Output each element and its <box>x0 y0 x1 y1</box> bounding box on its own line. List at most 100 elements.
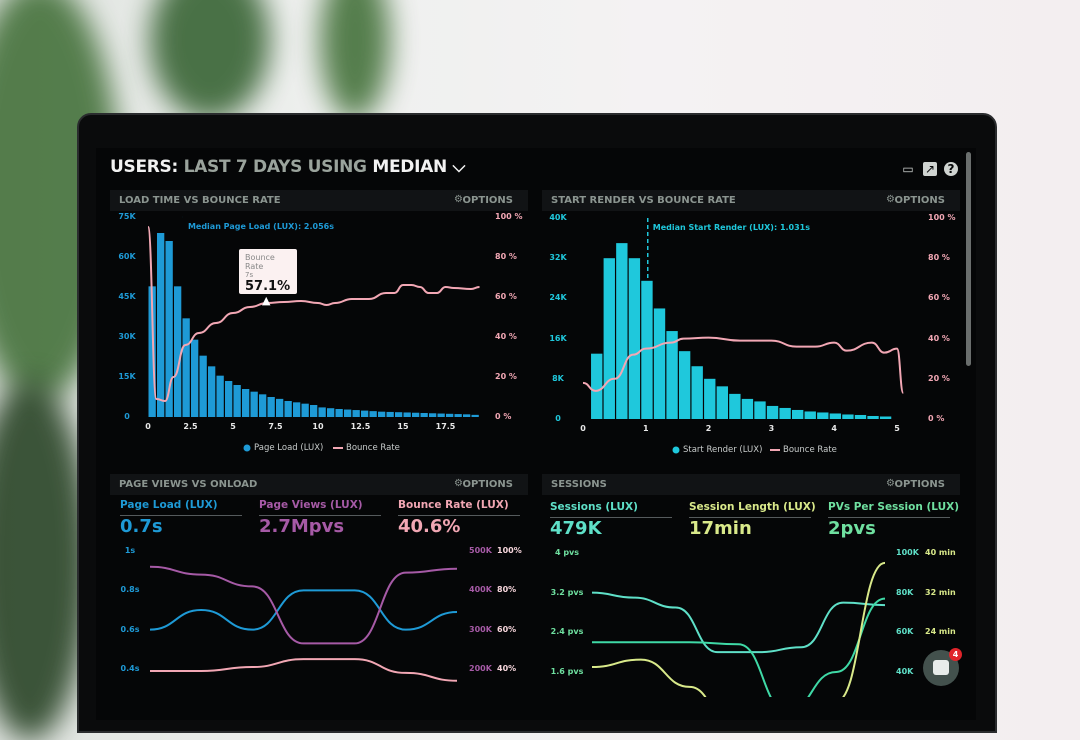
options-button[interactable]: OPTIONS <box>894 479 945 490</box>
metric-value: 0.7s <box>120 516 163 537</box>
metric-value: 479K <box>550 518 602 539</box>
page-title[interactable]: USERS: LAST 7 DAYS USING MEDIAN ⌵ <box>110 157 465 177</box>
histogram-bar <box>463 414 471 417</box>
histogram-bar <box>854 414 867 419</box>
y-tick: 80% <box>497 585 517 595</box>
x-tick: 5 <box>894 424 900 433</box>
histogram-bar <box>766 405 779 419</box>
median-annotation: Median Start Render (LUX): 1.031s <box>652 223 811 232</box>
series-line-1 <box>592 597 886 697</box>
x-tick: 7.5 <box>268 422 283 431</box>
options-button[interactable]: OPTIONS <box>462 479 513 490</box>
histogram-bar <box>259 394 267 417</box>
title-range: LAST 7 DAYS <box>183 157 303 177</box>
y-left-tick: 30K <box>118 332 136 341</box>
help-icon[interactable]: ? <box>944 162 958 176</box>
y-tick: 40K <box>896 667 914 676</box>
histogram-bar <box>653 308 666 419</box>
y-tick: 80K <box>896 587 914 597</box>
y-tick: 0.4s <box>120 664 140 673</box>
histogram-bar <box>829 413 842 419</box>
y-tick: 24 min <box>925 627 956 637</box>
panel-header-1 <box>542 190 960 211</box>
x-tick: 4 <box>831 424 837 433</box>
y-tick: 60% <box>497 624 517 634</box>
tooltip-x: 7s <box>245 271 254 279</box>
gear-icon[interactable]: ⚙ <box>454 194 463 205</box>
y-left-tick: 75K <box>118 212 136 221</box>
charts-layer <box>147 218 905 697</box>
histogram-bar <box>208 366 216 417</box>
y-right-tick: 60 % <box>495 292 517 301</box>
title-users: USERS: <box>110 157 178 177</box>
metric-label: Session Length (LUX) <box>689 501 816 518</box>
histogram-bar <box>879 416 892 419</box>
monitor-icon[interactable]: ▭ <box>902 162 914 176</box>
y-tick: 100% <box>497 546 522 555</box>
histogram-bar <box>867 415 879 419</box>
histogram-bar <box>603 258 615 419</box>
gear-icon[interactable]: ⚙ <box>886 478 895 489</box>
series-line-1 <box>149 565 458 645</box>
histogram-bar <box>412 412 420 417</box>
metric-label: PVs Per Session (LUX) <box>828 501 959 518</box>
y-left-tick: 60K <box>118 252 136 261</box>
y-tick: 0.6s <box>120 624 140 634</box>
histogram-bar <box>148 286 156 417</box>
options-button[interactable]: OPTIONS <box>462 195 513 206</box>
y-left-tick: 0 <box>124 412 130 421</box>
series-line-2 <box>591 561 886 697</box>
chat-icon <box>933 660 949 675</box>
y-left-tick: 40K <box>549 213 567 222</box>
y-tick: 300K <box>469 624 492 634</box>
y-right-tick: 20 % <box>928 373 950 383</box>
histogram-bar <box>804 411 816 419</box>
x-tick: 0 <box>145 422 151 431</box>
histogram-bar <box>386 411 394 417</box>
histogram-bar <box>199 355 207 417</box>
histogram-bar <box>335 409 343 417</box>
share-icon[interactable]: ↗ <box>923 162 937 176</box>
chevron-down-icon[interactable]: ⌵ <box>452 157 466 177</box>
y-tick: 60K <box>896 627 914 637</box>
histogram-bar <box>591 353 603 419</box>
y-right-tick: 80 % <box>928 253 950 263</box>
x-tick: 1 <box>643 424 649 433</box>
title-using: USING <box>307 157 367 177</box>
histogram-bar <box>641 280 653 419</box>
legend-item: Page Load (LUX) <box>254 443 324 453</box>
metric-label: Page Load (LUX) <box>120 499 242 516</box>
scrollbar[interactable] <box>966 152 971 366</box>
histogram-bar <box>716 386 728 419</box>
histogram-bar <box>395 412 403 417</box>
x-tick: 3 <box>768 424 775 433</box>
y-tick: 0.8s <box>120 585 140 595</box>
gear-icon[interactable]: ⚙ <box>886 194 895 205</box>
y-right-tick: 40 % <box>495 332 517 341</box>
histogram-bar <box>779 407 791 419</box>
y-tick: 32 min <box>925 587 956 597</box>
metric-label: Sessions (LUX) <box>550 501 672 518</box>
histogram-bar <box>704 378 716 419</box>
x-tick: 2 <box>705 424 712 433</box>
legend-item: Start Render (LUX) <box>683 445 763 455</box>
histogram-bar <box>250 391 258 417</box>
histogram-bar <box>628 258 641 419</box>
chat-badge: 4 <box>949 648 962 661</box>
y-tick: 4 pvs <box>554 548 580 557</box>
histogram-bar <box>276 398 284 417</box>
y-right-tick: 0 % <box>495 412 512 421</box>
gear-icon[interactable]: ⚙ <box>454 478 463 489</box>
bounce-rate-line <box>582 336 905 394</box>
histogram-bar <box>165 241 173 417</box>
histogram-bar <box>741 398 754 419</box>
histogram-bar <box>616 243 628 419</box>
histogram-bar <box>327 408 335 417</box>
histogram-bar <box>182 318 190 417</box>
tooltip-value: 57.1% <box>245 279 291 294</box>
tooltip: Bounce Rate 7s 57.1% <box>239 249 297 294</box>
x-tick: 5 <box>230 422 236 431</box>
legend-item: Bounce Rate <box>346 443 400 453</box>
histogram-bar <box>454 414 462 417</box>
options-button[interactable]: OPTIONS <box>894 195 945 206</box>
